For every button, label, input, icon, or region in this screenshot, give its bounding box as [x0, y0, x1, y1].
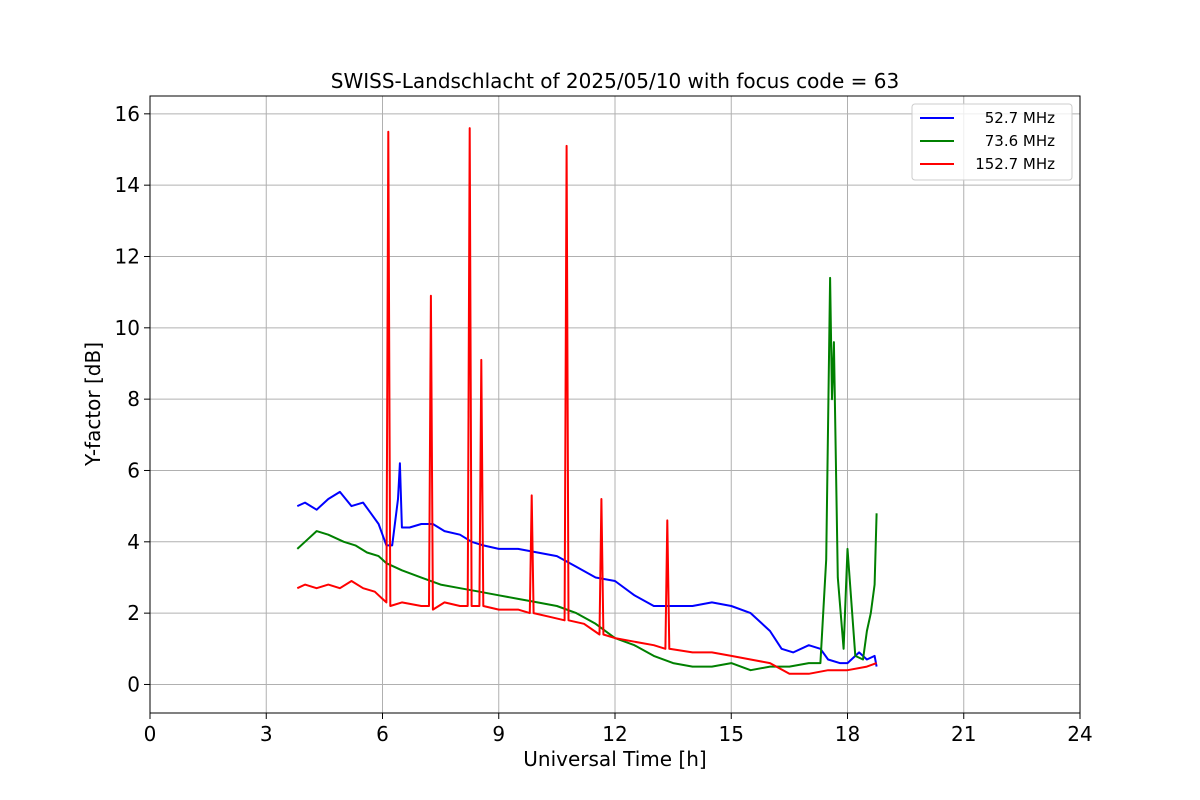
y-tick-label: 8	[127, 387, 140, 411]
y-tick-label: 0	[127, 672, 140, 696]
legend-label-2: 73.6 MHz	[985, 132, 1055, 150]
x-tick-label: 3	[260, 722, 273, 746]
x-tick-label: 0	[144, 722, 157, 746]
series-line-1	[296, 462, 878, 667]
y-tick-label: 14	[115, 173, 140, 197]
series-layer	[296, 127, 878, 675]
x-tick-label: 6	[376, 722, 389, 746]
x-tick-label: 24	[1067, 722, 1092, 746]
legend-label-1: 52.7 MHz	[985, 109, 1055, 127]
x-tick-label: 12	[602, 722, 627, 746]
y-tick-label: 4	[127, 530, 140, 554]
y-tick-label: 6	[127, 458, 140, 482]
y-tick-label: 16	[115, 102, 140, 126]
x-tick-label: 15	[719, 722, 744, 746]
x-tick-label: 18	[835, 722, 860, 746]
y-tick-label: 2	[127, 601, 140, 625]
x-axis-label: Universal Time [h]	[523, 747, 706, 771]
x-tick-label: 9	[492, 722, 505, 746]
legend: 52.7 MHz 73.6 MHz 152.7 MHz	[911, 103, 1073, 181]
y-tick-label: 10	[115, 316, 140, 340]
series-line-2	[296, 276, 878, 672]
x-tick-label: 21	[951, 722, 976, 746]
legend-box	[911, 103, 1073, 181]
chart-title: SWISS-Landschlacht of 2025/05/10 with fo…	[331, 69, 899, 93]
series-line-3	[296, 127, 877, 675]
legend-label-3: 152.7 MHz	[975, 155, 1055, 173]
y-axis-label: Y-factor [dB]	[81, 342, 105, 467]
y-tick-label: 12	[115, 244, 140, 268]
